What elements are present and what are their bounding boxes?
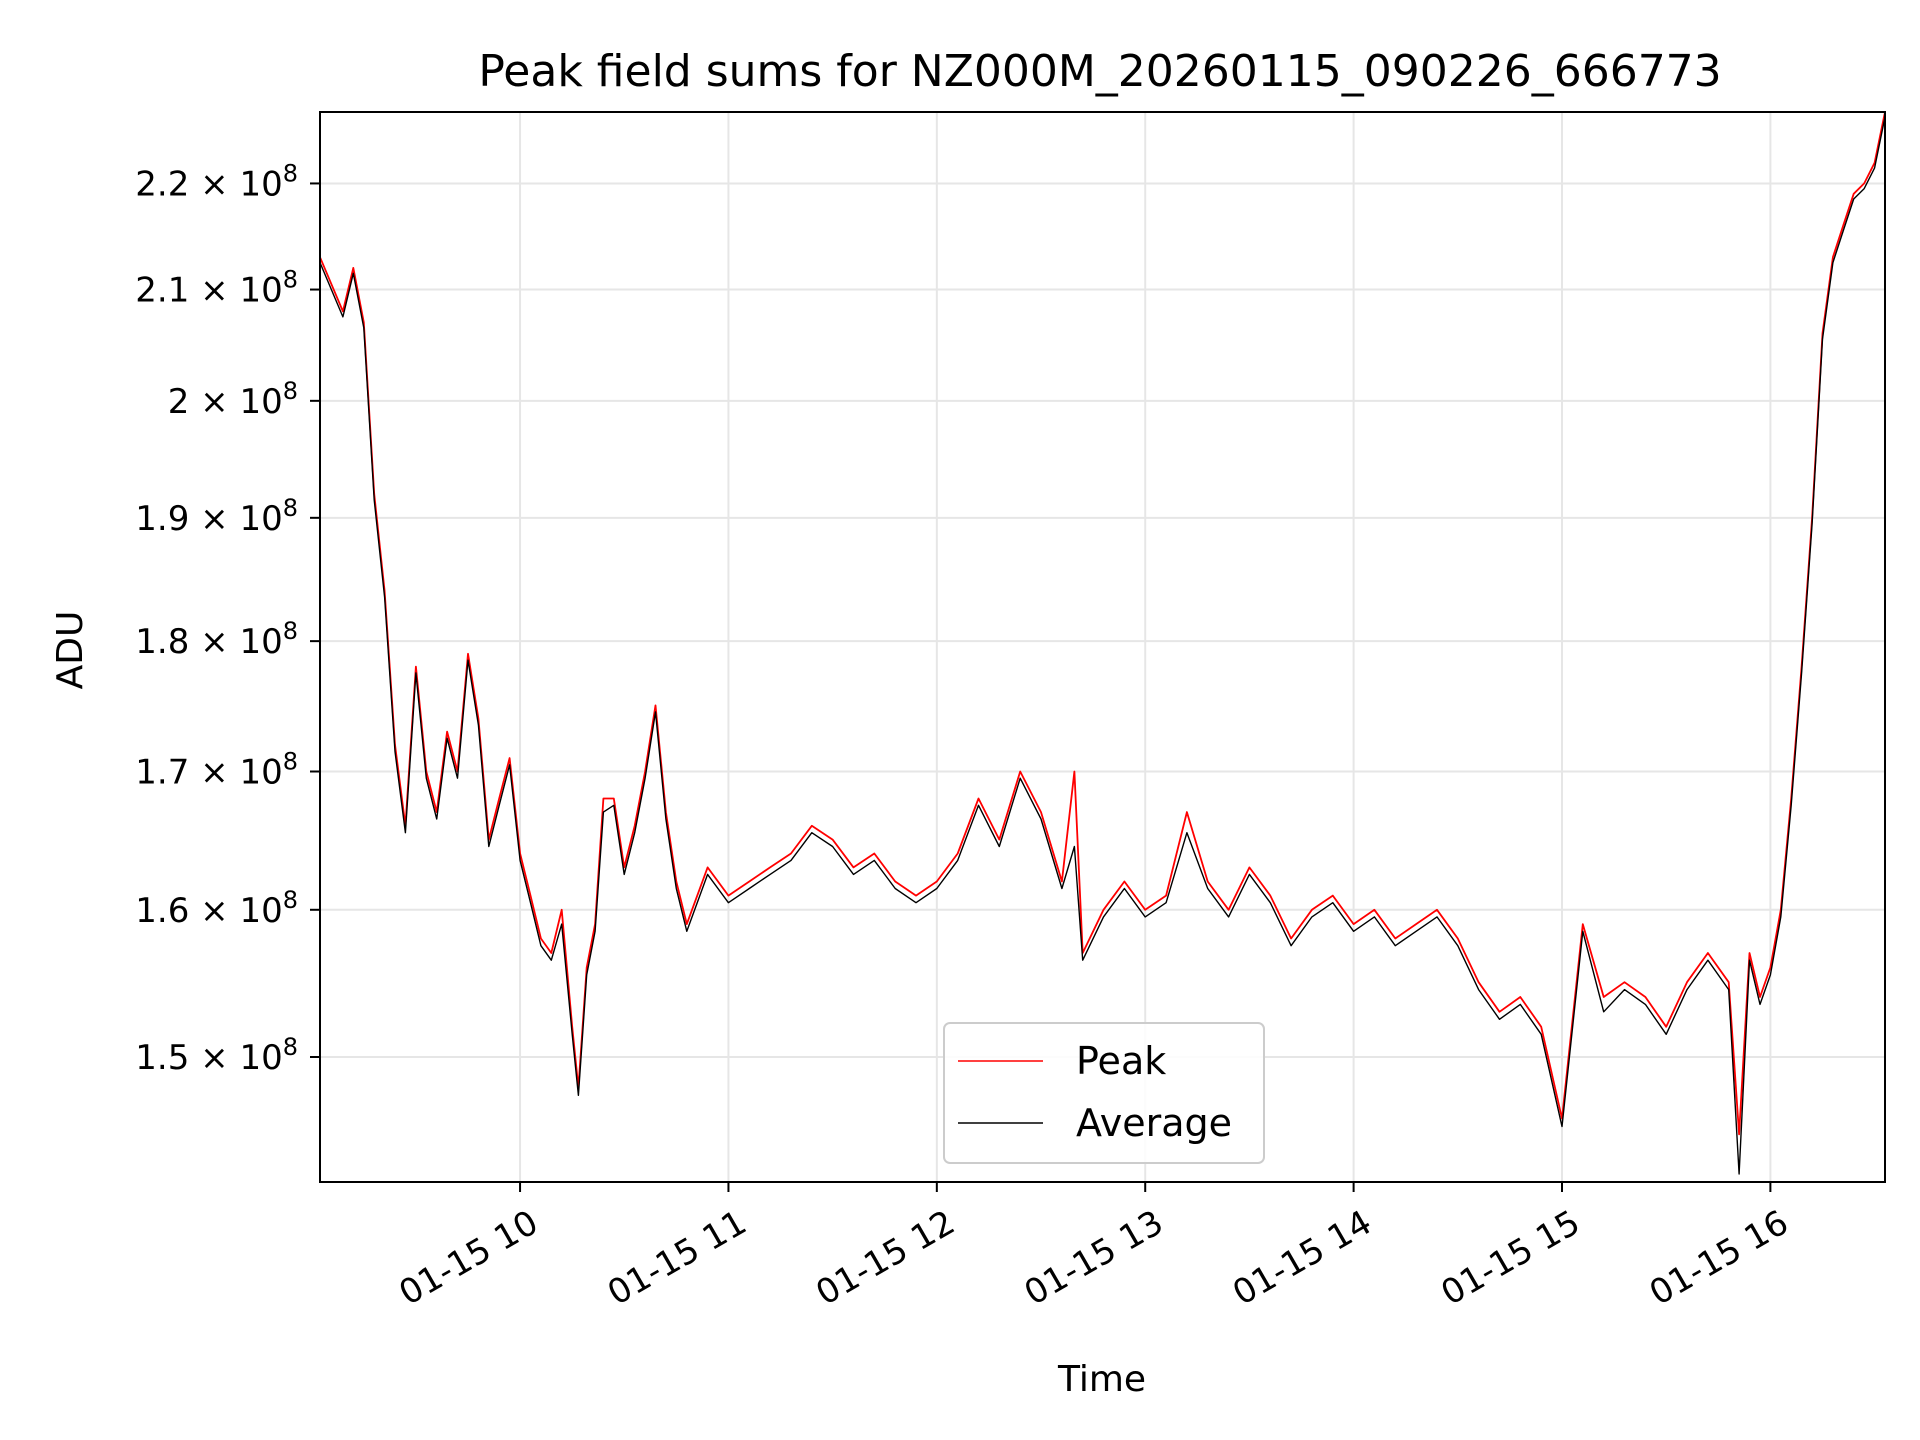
y-tick-mantissa: 2 — [168, 382, 190, 422]
legend: Peak Average — [943, 1022, 1265, 1164]
series-layer — [319, 111, 1886, 1175]
series-line-average — [319, 116, 1886, 1175]
y-tick-exponent: 8 — [283, 1033, 298, 1061]
y-tick-mantissa: 2.2 — [135, 164, 189, 204]
y-tick-mantissa: 1.7 — [135, 753, 189, 793]
y-axis-ticks: 1.5 × 108 1.6 × 108 1.7 × 108 1.8 × 108 1.9 … — [135, 159, 320, 1078]
chart-title: Peak field sums for NZ000M_20260115_0902… — [478, 46, 1721, 97]
y-tick-label: 2 × 108 — [168, 377, 298, 422]
y-tick-label: 1.7 × 108 — [135, 748, 298, 793]
y-tick-label: 1.9 × 108 — [135, 494, 298, 539]
y-tick-label: 2.2 × 108 — [135, 159, 298, 204]
y-tick-label: 1.8 × 108 — [135, 617, 298, 662]
x-axis-title: Time — [1057, 1359, 1146, 1400]
legend-box — [943, 1022, 1265, 1164]
legend-label-peak: Peak — [1076, 1039, 1166, 1083]
y-tick-exponent: 8 — [283, 377, 298, 405]
y-tick-mantissa: 1.9 — [135, 499, 189, 539]
series-line-peak — [319, 111, 1886, 1136]
y-gridlines — [320, 182, 1885, 1058]
y-tick-label: 1.6 × 108 — [135, 886, 298, 931]
y-tick-exponent: 8 — [283, 266, 298, 294]
y-tick-mantissa: 1.6 — [135, 891, 189, 931]
y-axis-title: ADU — [50, 611, 91, 690]
y-tick-exponent: 8 — [283, 159, 298, 187]
y-tick-mantissa: 1.5 — [135, 1038, 189, 1078]
y-tick-mantissa: 2.1 — [135, 271, 189, 311]
legend-label-average: Average — [1076, 1101, 1232, 1145]
y-tick-exponent: 8 — [283, 886, 298, 914]
y-tick-exponent: 8 — [283, 494, 298, 522]
y-tick-label: 2.1 × 108 — [135, 266, 298, 311]
y-tick-exponent: 8 — [283, 748, 298, 776]
y-tick-mantissa: 1.8 — [135, 622, 189, 662]
y-tick-label: 1.5 × 108 — [135, 1033, 298, 1078]
y-tick-exponent: 8 — [283, 617, 298, 645]
plot-frame — [319, 111, 1886, 1183]
